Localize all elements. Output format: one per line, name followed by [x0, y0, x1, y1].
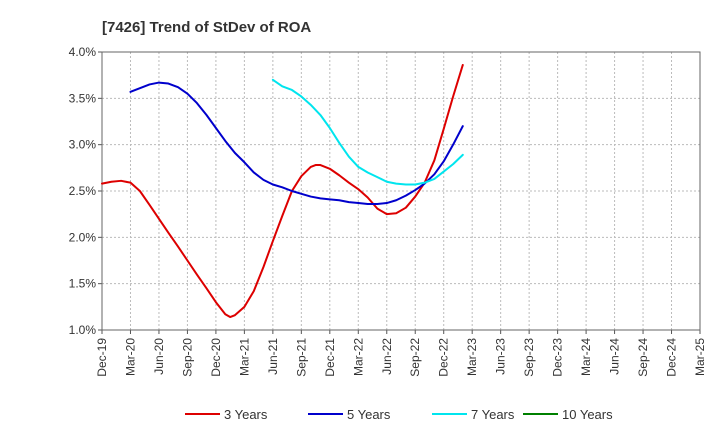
x-tick-label: Mar-20	[123, 338, 137, 376]
x-tick-label: Mar-25	[693, 338, 707, 376]
series-lines	[101, 63, 464, 319]
plot-frame	[101, 51, 701, 331]
legend-label-10-years: 10 Years	[562, 407, 613, 422]
series-line-5-years	[129, 81, 464, 205]
x-tick-label: Jun-21	[266, 338, 280, 375]
y-tick-label: 1.0%	[69, 323, 97, 337]
x-tick-label: Jun-23	[494, 338, 508, 375]
x-tick-label: Sep-23	[522, 338, 536, 377]
y-tick-label: 2.5%	[69, 184, 97, 198]
x-tick-label: Mar-23	[465, 338, 479, 376]
x-tick-label: Mar-24	[579, 338, 593, 376]
legend-label-5-years: 5 Years	[347, 407, 391, 422]
y-tick-label: 3.5%	[69, 91, 97, 105]
x-tick-label: Sep-22	[408, 338, 422, 377]
x-tick-label: Sep-20	[180, 338, 194, 377]
series-line-3-years	[101, 63, 464, 319]
x-tick-label: Sep-21	[294, 338, 308, 377]
y-tick-label: 4.0%	[69, 45, 97, 59]
axes: 1.0% 1.5% 2.0% 2.5% 3.0% 3.5% 4.0% Dec-19 Mar-20…	[69, 45, 707, 377]
x-tick-label: Mar-22	[351, 338, 365, 376]
legend-label-7-years: 7 Years	[471, 407, 515, 422]
gridlines	[101, 51, 701, 331]
chart-title: [7426] Trend of StDev of ROA	[102, 19, 311, 36]
x-tick-label: Dec-22	[437, 338, 451, 377]
x-tick-label: Dec-20	[209, 338, 223, 377]
x-tick-label: Dec-19	[95, 338, 109, 377]
x-tick-label: Sep-24	[636, 338, 650, 377]
series-line-7-years	[271, 78, 464, 186]
x-tick-label: Mar-21	[237, 338, 251, 376]
x-tick-label: Dec-23	[551, 338, 565, 377]
y-tick-label: 2.0%	[69, 230, 97, 244]
legend: 3 Years 5 Years 7 Years 10 Years	[185, 407, 613, 422]
x-tick-label: Jun-22	[380, 338, 394, 375]
x-tick-label: Dec-24	[665, 338, 679, 377]
y-tick-label: 1.5%	[69, 277, 97, 291]
legend-label-3-years: 3 Years	[224, 407, 268, 422]
y-tick-label: 3.0%	[69, 138, 97, 152]
x-tick-label: Dec-21	[323, 338, 337, 377]
x-tick-label: Jun-24	[608, 338, 622, 375]
x-tick-label: Jun-20	[152, 338, 166, 375]
